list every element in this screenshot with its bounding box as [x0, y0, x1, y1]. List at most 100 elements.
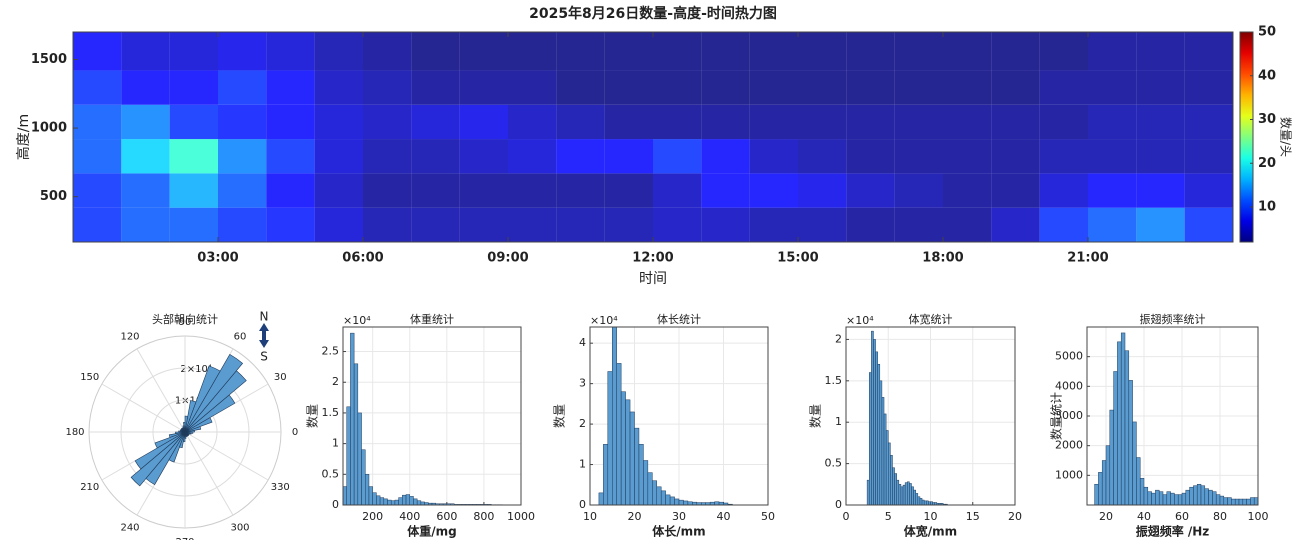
chart-title: 体重统计 [410, 312, 454, 326]
histogram-bar [625, 399, 631, 506]
colorbar-label: 数量/头 [1279, 117, 1294, 157]
histogram-bar [1253, 497, 1259, 506]
compass-north: N [260, 310, 269, 324]
heat-cell [943, 70, 992, 105]
heat-cell [701, 207, 750, 242]
histogram-bar [634, 427, 640, 506]
heat-cell [459, 173, 508, 208]
histogram-bar [402, 494, 407, 506]
heat-cell [266, 207, 315, 242]
histogram-bar [1166, 491, 1171, 506]
histogram-bar [1223, 497, 1228, 506]
x-tick-label: 50 [761, 510, 775, 523]
histogram-bar [1098, 472, 1103, 506]
polar-grid-spoke [184, 431, 234, 516]
y-tick-label: 0 [835, 498, 842, 511]
y-tick-label: 1500 [31, 52, 67, 67]
histogram-bar [674, 498, 680, 506]
plot-frame [342, 326, 522, 506]
x-tick-label: 80 [1213, 510, 1227, 523]
histogram-bar [1246, 498, 1251, 506]
y-tick-label: 1 [579, 458, 586, 471]
heat-cell [749, 207, 798, 242]
heat-cell [459, 70, 508, 105]
heat-cell [73, 139, 122, 174]
heat-cell [218, 70, 267, 105]
heat-cell [1184, 32, 1233, 71]
histogram-bar [1128, 380, 1133, 506]
histogram-bar [915, 493, 919, 506]
x-tick-label: 400 [399, 510, 420, 523]
heat-cell [459, 139, 508, 174]
x-tick-label: 200 [362, 510, 383, 523]
histogram-bar [1215, 494, 1221, 506]
histogram-bar [652, 480, 657, 506]
histogram-bar [1151, 492, 1156, 506]
histogram-bar [926, 500, 929, 506]
histogram-bar [665, 494, 671, 506]
histogram-bar [1117, 341, 1122, 506]
histogram-bar [1136, 457, 1141, 506]
heat-cell [121, 104, 170, 140]
heat-cell [73, 173, 122, 208]
histogram-bar [616, 363, 622, 506]
heat-cell [1136, 104, 1185, 140]
heat-cell [749, 104, 798, 140]
histogram-bar [1105, 445, 1111, 506]
heat-cell [749, 139, 798, 174]
histogram-bar [1162, 494, 1168, 506]
heat-cell [314, 139, 363, 174]
histogram-bar [394, 499, 399, 506]
heat-cell [701, 173, 750, 208]
histogram-bar [919, 498, 923, 506]
x-tick-label: 15:00 [777, 251, 818, 266]
colorbar-tick-label: 50 [1258, 25, 1276, 40]
histogram-bar [1147, 491, 1152, 506]
heat-cell [508, 207, 557, 242]
theta-tick-label: 180 [65, 427, 84, 438]
histogram-bar [873, 339, 876, 506]
x-tick-label: 60 [1175, 510, 1189, 523]
heat-cell [121, 32, 170, 71]
theta-tick-label: 210 [80, 482, 99, 493]
y-tick-label: 3 [579, 377, 586, 390]
heat-cell [798, 173, 847, 208]
heat-cell [411, 70, 460, 105]
heat-cell [556, 139, 605, 174]
y-tick-label: 4000 [1055, 379, 1083, 392]
heat-cell [604, 32, 653, 71]
theta-tick-label: 270 [175, 537, 194, 540]
heat-cell [653, 139, 702, 174]
heat-cell [169, 139, 218, 174]
x-tick-label: 40 [1137, 510, 1151, 523]
heat-cell [749, 70, 798, 105]
heat-cell [798, 32, 847, 71]
histogram-bar [1124, 350, 1130, 506]
histogram-bar [379, 497, 385, 506]
histogram-bar [1177, 494, 1183, 506]
heat-cell [218, 207, 267, 242]
heat-cell [943, 173, 992, 208]
histogram-bar [1109, 409, 1114, 506]
histogram-bar [620, 391, 626, 506]
polar-grid-spoke [184, 431, 269, 481]
heat-cell [314, 70, 363, 105]
x-axis-label: 体长/mm [652, 524, 705, 539]
heat-cell [169, 104, 218, 140]
x-tick-label: 1000 [507, 510, 535, 523]
heat-cell [411, 173, 460, 208]
compass-south: S [260, 350, 268, 364]
x-tick-label: 18:00 [922, 251, 963, 266]
heat-cell [121, 70, 170, 105]
histogram-bar [372, 492, 377, 506]
y-tick-label: 2 [579, 417, 586, 430]
heat-cell [894, 207, 943, 242]
histogram-bar [647, 472, 653, 506]
theta-tick-label: 150 [80, 372, 99, 383]
histogram-bar [368, 486, 373, 506]
histogram-bar [909, 483, 912, 506]
histogram-bar [612, 326, 617, 506]
histogram-bar [629, 411, 635, 506]
heat-cell [1088, 70, 1137, 105]
heat-cell [991, 207, 1040, 242]
